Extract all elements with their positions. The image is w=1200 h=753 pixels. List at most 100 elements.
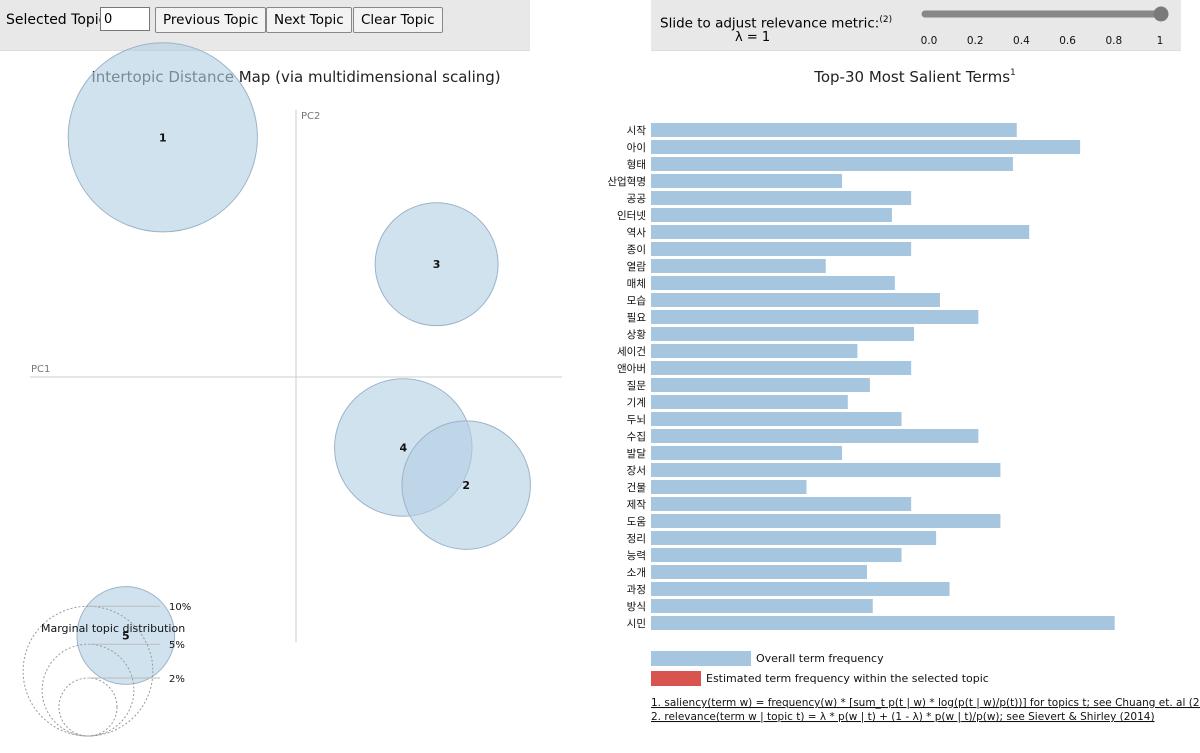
legend-within-label: Estimated term frequency within the sele…	[706, 672, 989, 685]
term-label[interactable]: 모습	[627, 295, 647, 307]
term-bar-overall[interactable]	[651, 514, 1001, 528]
slider-thumb[interactable]	[1153, 6, 1169, 22]
term-label[interactable]: 제작	[627, 499, 647, 511]
topic-circle-1[interactable]	[67, 42, 258, 233]
term-bar-overall[interactable]	[651, 429, 979, 443]
bar-chart-title-text: Top-30 Most Salient Terms	[813, 68, 1010, 86]
term-bar-overall[interactable]	[651, 361, 912, 375]
term-label[interactable]: 방식	[627, 601, 646, 613]
term-bars[interactable]: 시작아이형태산업혁명공공인터넷역사종이열람매체모습필요상황세이건앤아버질문기계두…	[607, 123, 1115, 630]
topic-label-3: 3	[433, 258, 441, 271]
topic-circle-5[interactable]	[76, 586, 176, 685]
term-bar-overall[interactable]	[651, 412, 902, 426]
term-bar-overall[interactable]	[651, 344, 858, 358]
term-bar-overall[interactable]	[651, 548, 902, 562]
relevance-slider-label-text: Slide to adjust relevance metric:	[660, 15, 880, 32]
term-bar-overall[interactable]	[651, 531, 937, 545]
term-label[interactable]: 발달	[627, 448, 647, 460]
term-bar-overall[interactable]	[651, 225, 1030, 239]
term-bar-overall[interactable]	[651, 123, 1017, 137]
term-label[interactable]: 과정	[627, 584, 646, 596]
term-label[interactable]: 세이건	[617, 346, 646, 358]
salient-terms-chart: Top-30 Most Salient Terms1 시작아이형태산업혁명공공인…	[607, 68, 1200, 723]
topic-circles[interactable]: 1 3 4 2 5	[67, 42, 531, 685]
slider-tick-label: 1	[1157, 35, 1164, 47]
term-label[interactable]: 시작	[627, 125, 647, 137]
topic-label-4: 4	[399, 442, 407, 455]
term-label[interactable]: 공공	[627, 193, 647, 205]
topic-circle-3[interactable]	[374, 202, 499, 327]
topic-controls: Selected Topic: Previous Topic Next Topi…	[0, 0, 530, 51]
term-label[interactable]: 건물	[627, 482, 647, 494]
term-bar-overall[interactable]	[651, 208, 892, 222]
slider-ticks: 0.0 0.2 0.4 0.6 0.8 1	[921, 35, 1164, 47]
topic-circle-2[interactable]	[401, 420, 531, 550]
term-label[interactable]: 질문	[627, 380, 647, 392]
term-label[interactable]: 산업혁명	[607, 175, 646, 188]
term-label[interactable]: 아이	[627, 142, 646, 154]
term-bar-overall[interactable]	[651, 174, 843, 188]
term-bar-overall[interactable]	[651, 599, 873, 613]
intertopic-distance-map: Intertopic Distance Map (via multidimens…	[22, 42, 562, 737]
term-bar-overall[interactable]	[651, 327, 915, 341]
term-label[interactable]: 앤아버	[617, 363, 646, 375]
term-bar-overall[interactable]	[651, 310, 979, 324]
legend-overall-label: Overall term frequency	[756, 652, 884, 665]
bar-chart-title-note: 1	[1010, 68, 1016, 78]
term-bar-overall[interactable]	[651, 565, 867, 579]
term-bar-overall[interactable]	[651, 191, 912, 205]
slider-tick-label: 0.2	[967, 35, 984, 47]
selected-topic-label: Selected Topic:	[6, 12, 112, 28]
relevance-slider[interactable]: 0.0 0.2 0.4 0.6 0.8 1	[651, 0, 1181, 50]
term-label[interactable]: 두뇌	[627, 414, 646, 426]
term-bar-overall[interactable]	[651, 378, 870, 392]
term-label[interactable]: 장서	[627, 465, 646, 477]
term-bar-overall[interactable]	[651, 276, 895, 290]
term-label[interactable]: 역사	[627, 227, 647, 239]
marginal-legend-label: 2%	[169, 674, 185, 685]
term-bar-overall[interactable]	[651, 480, 807, 494]
term-label[interactable]: 필요	[627, 312, 647, 324]
next-topic-button[interactable]: Next Topic	[266, 7, 352, 33]
lambda-value: λ = 1	[735, 30, 771, 45]
footnote-relevance[interactable]: 2. relevance(term w | topic t) = λ * p(w…	[651, 711, 1155, 723]
term-label[interactable]: 상황	[627, 329, 647, 341]
term-label[interactable]: 능력	[627, 550, 646, 562]
term-bar-overall[interactable]	[651, 259, 826, 273]
slider-tick-label: 0.8	[1105, 35, 1122, 47]
term-bar-overall[interactable]	[651, 293, 940, 307]
term-bar-overall[interactable]	[651, 463, 1001, 477]
term-bar-overall[interactable]	[651, 446, 843, 460]
selected-topic-input[interactable]	[100, 7, 150, 31]
term-label[interactable]: 인터넷	[617, 210, 646, 222]
slider-tick-label: 0.4	[1013, 35, 1030, 47]
term-label[interactable]: 도움	[627, 516, 647, 528]
term-bar-overall[interactable]	[651, 582, 950, 596]
term-bar-overall[interactable]	[651, 395, 848, 409]
footnote-saliency[interactable]: 1. saliency(term w) = frequency(w) * [su…	[651, 697, 1200, 709]
term-label[interactable]: 소개	[627, 567, 646, 579]
clear-topic-button[interactable]: Clear Topic	[353, 7, 443, 33]
legend-overall-swatch	[651, 651, 751, 666]
term-bar-overall[interactable]	[651, 497, 912, 511]
term-bar-overall[interactable]	[651, 140, 1081, 154]
previous-topic-button[interactable]: Previous Topic	[155, 7, 267, 33]
term-label[interactable]: 열람	[627, 260, 647, 273]
term-label[interactable]: 정리	[627, 533, 646, 545]
term-label[interactable]: 종이	[627, 244, 646, 256]
term-label[interactable]: 기계	[627, 397, 646, 409]
term-bar-overall[interactable]	[651, 616, 1115, 630]
relevance-slider-panel: Slide to adjust relevance metric:(2) λ =…	[651, 0, 1181, 51]
pc2-label: PC2	[301, 111, 320, 122]
term-bar-overall[interactable]	[651, 157, 1013, 171]
term-label[interactable]: 매체	[627, 278, 646, 290]
marginal-legend-label: 5%	[169, 640, 185, 651]
term-label[interactable]: 시민	[627, 618, 646, 630]
marginal-legend-circle	[58, 677, 118, 737]
legend-within-swatch	[651, 671, 701, 686]
term-label[interactable]: 형태	[627, 159, 646, 171]
term-label[interactable]: 수집	[627, 431, 646, 443]
marginal-legend-circle	[41, 643, 135, 737]
term-bar-overall[interactable]	[651, 242, 912, 256]
topic-label-5: 5	[122, 630, 130, 643]
